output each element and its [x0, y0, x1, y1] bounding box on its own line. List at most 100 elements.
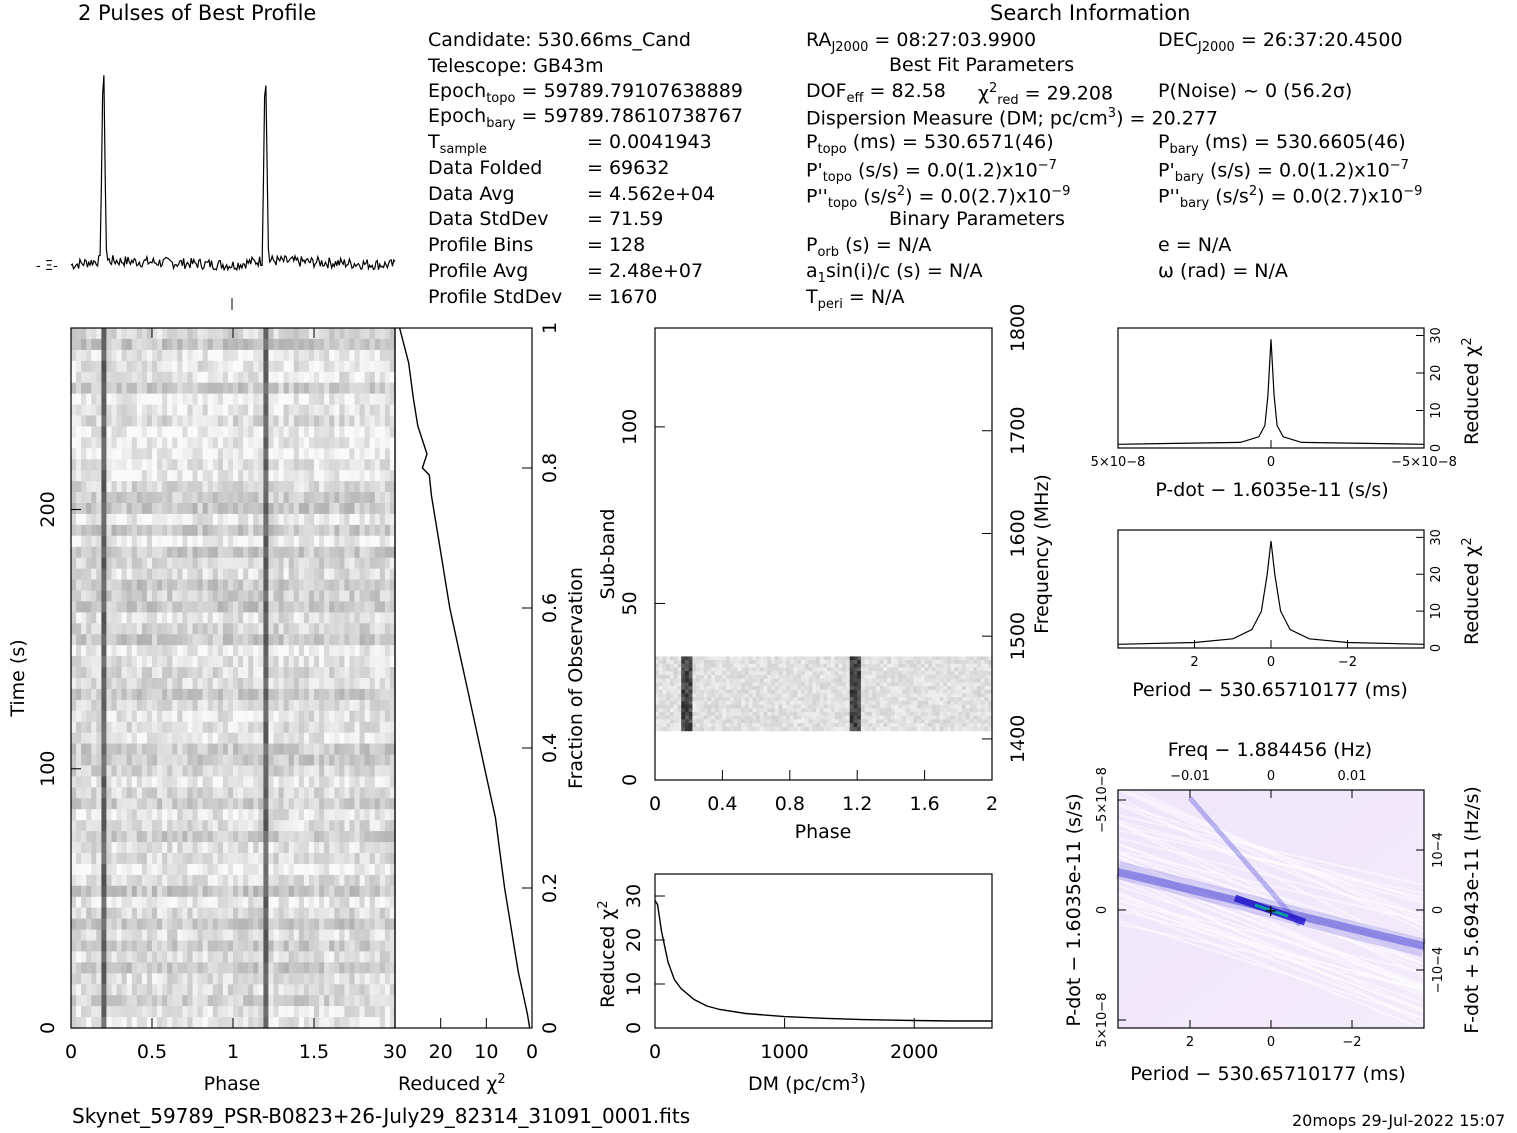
time-phase-cell	[116, 568, 123, 581]
time-phase-cell	[217, 754, 224, 767]
time-phase-cell	[329, 513, 335, 526]
time-phase-cell	[172, 973, 178, 985]
time-phase-cell	[253, 1006, 259, 1018]
time-phase-cell	[268, 393, 275, 406]
time-phase-cell	[379, 798, 386, 810]
chi2-time-ylabel: Fraction of Observation	[565, 567, 587, 789]
time-phase-cell	[187, 907, 194, 920]
time-phase-cell	[243, 524, 249, 537]
time-phase-cell	[81, 688, 87, 701]
time-phase-heatmap	[71, 328, 396, 1029]
time-phase-cell	[162, 907, 168, 920]
time-phase-cell	[389, 557, 396, 570]
time-phase-cell	[314, 546, 320, 559]
time-phase-cell	[263, 929, 270, 942]
time-phase-cell	[111, 787, 118, 799]
time-phase-cell	[157, 940, 163, 952]
subband-cell	[947, 656, 952, 661]
time-phase-cell	[101, 557, 108, 570]
time-phase-cell	[86, 448, 92, 460]
time-phase-cell	[71, 415, 77, 427]
time-phase-cell	[273, 874, 280, 887]
time-phase-cell	[319, 732, 325, 745]
time-phase-cell	[238, 524, 244, 537]
time-phase-cell	[359, 338, 366, 351]
time-phase-cell	[222, 535, 229, 548]
time-phase-cell	[71, 470, 77, 482]
time-phase-cell	[379, 328, 386, 340]
time-phase-cell	[273, 437, 280, 449]
time-phase-cell	[217, 579, 224, 592]
time-phase-cell	[81, 1006, 87, 1018]
time-phase-cell	[344, 426, 351, 438]
time-phase-cell	[76, 524, 82, 537]
time-phase-cell	[212, 415, 219, 427]
time-phase-cell	[268, 721, 275, 734]
time-phase-cell	[263, 721, 270, 734]
time-phase-cell	[207, 470, 214, 482]
time-phase-cell	[162, 623, 168, 635]
time-phase-cell	[238, 338, 244, 351]
time-phase-cell	[273, 579, 280, 592]
time-phase-cell	[339, 470, 345, 482]
time-phase-cell	[111, 874, 118, 887]
time-phase-cell	[177, 404, 183, 417]
time-phase-cell	[253, 721, 259, 734]
time-phase-cell	[167, 973, 173, 985]
time-phase-cell	[146, 743, 153, 756]
time-phase-cell	[379, 885, 386, 898]
time-phase-cell	[207, 951, 214, 963]
time-phase-cell	[339, 426, 345, 438]
time-phase-cell	[364, 984, 371, 996]
time-phase-cell	[146, 535, 153, 548]
time-phase-cell	[182, 798, 189, 810]
time-phase-cell	[121, 437, 128, 449]
time-phase-cell	[263, 951, 270, 963]
time-phase-cell	[212, 918, 219, 931]
time-phase-cell	[141, 962, 148, 974]
time-phase-cell	[217, 623, 224, 635]
time-phase-cell	[308, 590, 315, 602]
time-phase-cell	[86, 710, 92, 723]
time-phase-cell	[238, 853, 244, 865]
time-phase-cell	[263, 743, 270, 756]
time-phase-cell	[349, 1017, 356, 1029]
time-phase-cell	[364, 426, 371, 438]
time-phase-cell	[273, 951, 280, 963]
time-phase-cell	[197, 995, 204, 1007]
subband-cell	[782, 663, 787, 669]
data-folded-label: Data Folded	[428, 157, 543, 179]
subband-cell	[872, 667, 877, 672]
time-phase-cell	[192, 831, 199, 843]
time-phase-cell	[96, 929, 102, 942]
time-phase-cell	[233, 929, 239, 942]
time-phase-cell	[263, 623, 270, 635]
time-phase-cell	[86, 853, 92, 865]
time-phase-cell	[91, 907, 97, 920]
time-phase-cell	[344, 831, 351, 843]
time-phase-cell	[334, 962, 340, 974]
time-phase-cell	[202, 470, 209, 482]
time-phase-cell	[182, 590, 189, 602]
time-phase-cell	[207, 765, 214, 777]
time-phase-cell	[86, 776, 92, 788]
time-phase-cell	[217, 656, 224, 668]
time-phase-cell	[263, 470, 270, 482]
subband-cell	[793, 660, 798, 665]
time-phase-cell	[243, 328, 249, 340]
time-phase-cell	[192, 393, 199, 406]
time-phase-cell	[319, 349, 325, 362]
time-phase-cell	[319, 393, 325, 406]
time-phase-cell	[146, 634, 153, 646]
time-phase-cell	[141, 688, 148, 701]
time-phase-cell	[273, 776, 280, 788]
time-phase-cell	[283, 481, 290, 493]
subband-cell	[932, 678, 937, 683]
time-phase-cell	[324, 623, 330, 635]
time-phase-cell	[177, 612, 183, 624]
time-phase-cell	[146, 415, 153, 427]
time-phase-cell	[389, 623, 396, 635]
time-phase-cell	[273, 546, 280, 559]
pnoise-line: P(Noise) ~ 0 (56.2σ)	[1158, 80, 1353, 102]
time-phase-cell	[324, 973, 330, 985]
